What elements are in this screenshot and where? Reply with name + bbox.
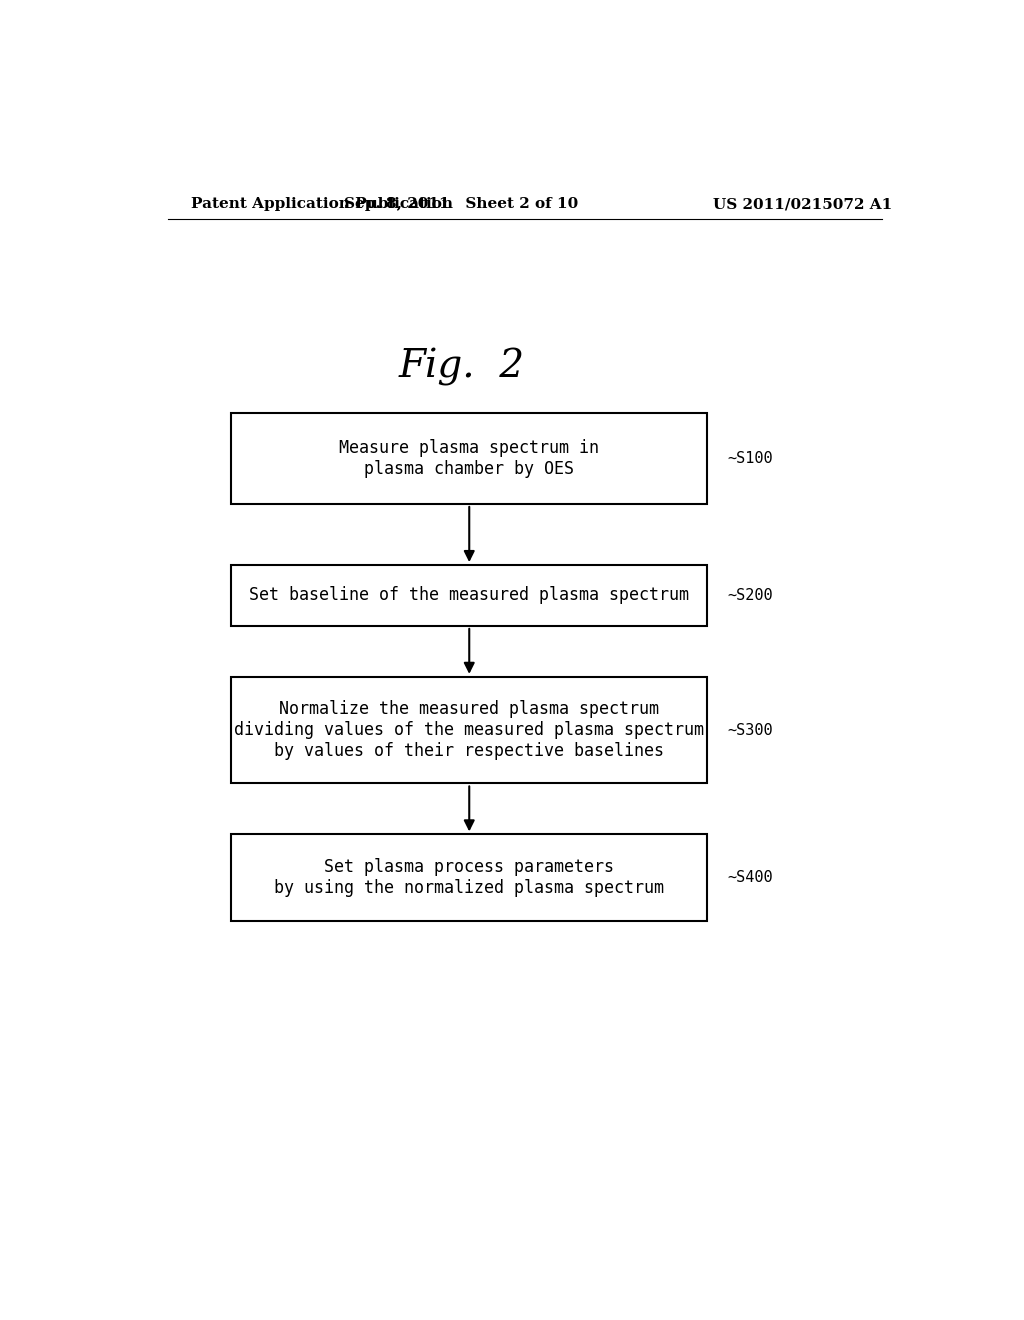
FancyBboxPatch shape	[231, 412, 708, 504]
Text: Set baseline of the measured plasma spectrum: Set baseline of the measured plasma spec…	[249, 586, 689, 605]
Text: Normalize the measured plasma spectrum
dividing values of the measured plasma sp: Normalize the measured plasma spectrum d…	[234, 701, 705, 760]
FancyBboxPatch shape	[231, 565, 708, 626]
FancyBboxPatch shape	[231, 677, 708, 784]
Text: ~S300: ~S300	[727, 722, 773, 738]
Text: Set plasma process parameters
by using the normalized plasma spectrum: Set plasma process parameters by using t…	[274, 858, 665, 896]
Text: Measure plasma spectrum in
plasma chamber by OES: Measure plasma spectrum in plasma chambe…	[339, 438, 599, 478]
FancyBboxPatch shape	[231, 834, 708, 921]
Text: Patent Application Publication: Patent Application Publication	[191, 197, 454, 211]
Text: Fig.  2: Fig. 2	[398, 347, 524, 385]
Text: US 2011/0215072 A1: US 2011/0215072 A1	[713, 197, 892, 211]
Text: ~S200: ~S200	[727, 587, 773, 603]
Text: ~S400: ~S400	[727, 870, 773, 884]
Text: Sep. 8, 2011   Sheet 2 of 10: Sep. 8, 2011 Sheet 2 of 10	[344, 197, 579, 211]
Text: ~S100: ~S100	[727, 450, 773, 466]
